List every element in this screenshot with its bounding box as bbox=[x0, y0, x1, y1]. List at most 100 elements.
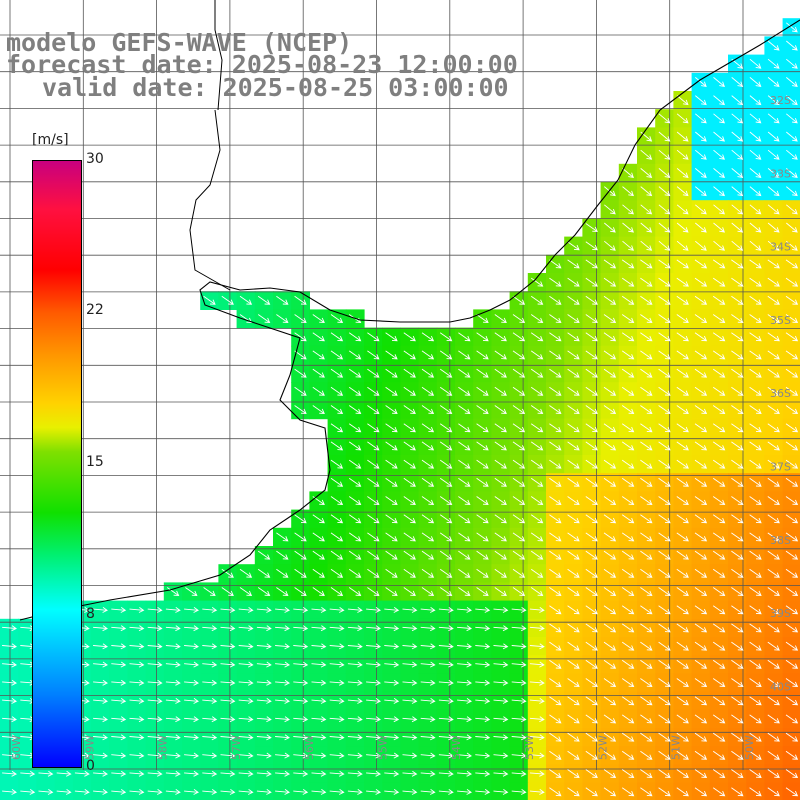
wind-arrow bbox=[184, 789, 199, 795]
wind-cell bbox=[782, 400, 800, 420]
wind-arrow bbox=[676, 587, 689, 596]
wind-arrow bbox=[220, 607, 236, 613]
wind-arrow bbox=[621, 750, 635, 760]
wind-arrow bbox=[129, 770, 145, 777]
wind-arrow bbox=[786, 77, 798, 87]
wind-arrow bbox=[312, 550, 325, 560]
wind-arrow bbox=[712, 350, 726, 360]
wind-arrow bbox=[475, 789, 491, 795]
wind-arrow bbox=[312, 405, 325, 414]
wind-arrow bbox=[749, 240, 762, 251]
wind-arrow bbox=[767, 95, 780, 106]
wind-arrow bbox=[640, 368, 653, 378]
wind-arrow bbox=[712, 641, 726, 651]
wind-cell bbox=[782, 54, 800, 74]
wind-arrow bbox=[129, 625, 145, 632]
wind-arrow bbox=[749, 113, 762, 124]
wind-arrow bbox=[549, 423, 562, 433]
wind-arrow bbox=[384, 607, 400, 613]
wind-cell bbox=[764, 782, 784, 800]
wind-arrow bbox=[348, 477, 362, 487]
wind-arrow bbox=[731, 732, 744, 742]
wind-arrow bbox=[438, 752, 454, 759]
wind-arrow bbox=[658, 259, 671, 269]
longitude-labels: 60W 59W 58W 57W 56W 55W 54W 53W 52W 51W 50W bbox=[10, 735, 756, 760]
wind-arrow bbox=[658, 113, 671, 124]
wind-arrow bbox=[256, 607, 272, 613]
wind-arrow bbox=[165, 789, 181, 795]
wind-arrow bbox=[676, 386, 689, 396]
wind-arrow bbox=[420, 698, 436, 704]
wind-arrow bbox=[713, 113, 725, 124]
wind-arrow bbox=[603, 732, 617, 742]
wind-arrow bbox=[385, 532, 398, 542]
wind-arrow bbox=[420, 716, 436, 723]
wind-arrow bbox=[512, 405, 526, 414]
wind-arrow bbox=[458, 405, 471, 414]
wind-arrow bbox=[749, 514, 762, 524]
wind-arrow bbox=[203, 587, 216, 596]
wind-arrow bbox=[276, 295, 289, 305]
wind-arrow bbox=[712, 568, 726, 578]
wind-arrow bbox=[530, 550, 544, 560]
wind-arrow bbox=[749, 168, 762, 178]
wind-arrow bbox=[731, 149, 744, 160]
wind-arrow bbox=[439, 514, 453, 524]
wind-arrow bbox=[712, 477, 726, 487]
wind-arrow bbox=[458, 441, 471, 451]
wind-arrow bbox=[529, 698, 545, 704]
wind-arrow bbox=[402, 643, 418, 650]
wind-arrow bbox=[275, 734, 290, 741]
wind-arrow bbox=[238, 661, 254, 668]
wind-arrow bbox=[384, 716, 400, 723]
wind-cell bbox=[782, 309, 800, 329]
wind-arrow bbox=[403, 423, 416, 433]
wind-arrow bbox=[549, 787, 562, 797]
forecast-date: forecast date: 2025-08-23 12:00:00 bbox=[6, 50, 518, 79]
wind-arrow bbox=[238, 679, 254, 686]
wind-arrow bbox=[676, 514, 689, 524]
wind-arrow bbox=[165, 607, 181, 613]
wind-arrow bbox=[476, 332, 489, 342]
wind-arrow bbox=[695, 77, 707, 87]
wind-arrow bbox=[549, 496, 562, 505]
lon-label: 58W bbox=[157, 735, 170, 760]
wind-arrow bbox=[402, 716, 418, 723]
wind-arrow bbox=[530, 423, 544, 433]
wind-arrow bbox=[676, 769, 689, 778]
wind-arrow bbox=[438, 716, 454, 723]
wind-arrow bbox=[786, 149, 798, 160]
wind-arrow bbox=[238, 716, 254, 723]
wind-arrow bbox=[329, 716, 345, 723]
wind-arrow bbox=[221, 295, 234, 305]
wind-arrow bbox=[640, 386, 653, 396]
wind-arrow bbox=[511, 643, 527, 650]
wind-arrow bbox=[403, 496, 416, 505]
wind-arrow bbox=[567, 259, 580, 269]
wind-arrow bbox=[712, 732, 726, 742]
wind-arrow bbox=[749, 714, 762, 724]
wind-arrow bbox=[530, 277, 544, 287]
wind-arrow bbox=[785, 568, 799, 578]
wind-cell bbox=[728, 782, 747, 800]
wind-arrow bbox=[384, 625, 400, 632]
wind-arrow bbox=[38, 770, 54, 777]
wind-arrow bbox=[476, 441, 489, 451]
wind-arrow bbox=[749, 332, 762, 342]
wind-arrow bbox=[275, 607, 290, 613]
wind-arrow bbox=[585, 259, 598, 269]
wind-arrow bbox=[549, 696, 562, 706]
wind-arrow bbox=[367, 441, 380, 451]
wind-arrow bbox=[220, 716, 236, 723]
wind-arrow bbox=[439, 368, 453, 378]
wind-arrow bbox=[749, 350, 762, 360]
wind-arrow bbox=[785, 732, 799, 742]
wind-arrow bbox=[731, 532, 744, 542]
wind-arrow bbox=[658, 587, 671, 596]
wind-arrow bbox=[749, 441, 762, 451]
wind-arrow bbox=[603, 623, 617, 633]
lat-label: 39S bbox=[770, 607, 791, 620]
wind-arrow bbox=[238, 752, 254, 759]
wind-arrow bbox=[731, 240, 744, 251]
